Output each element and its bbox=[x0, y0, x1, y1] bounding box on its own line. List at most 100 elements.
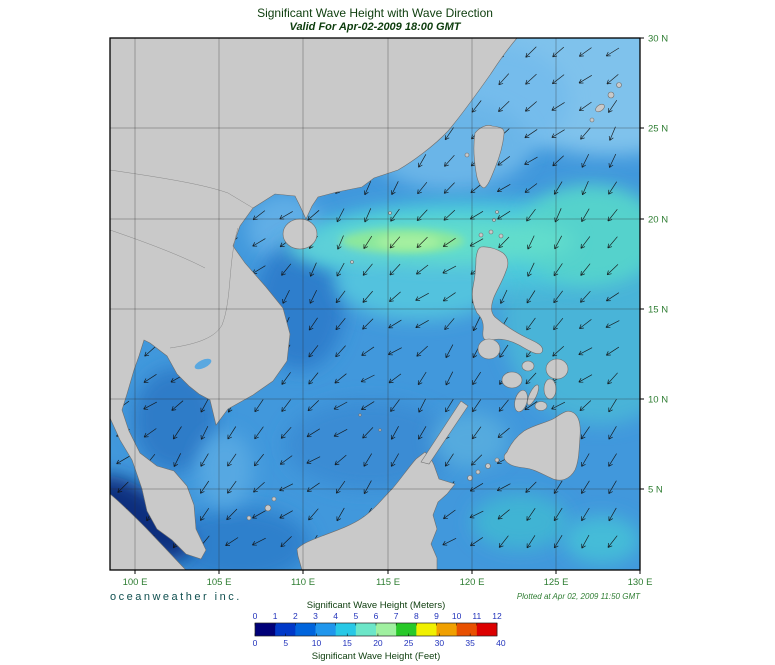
land-babuyan-island bbox=[498, 233, 504, 239]
land-spratly-island bbox=[378, 428, 382, 432]
land-cebu bbox=[527, 384, 539, 406]
landmasses bbox=[110, 38, 622, 570]
land-bohol bbox=[534, 401, 548, 411]
lon-label: 130 E bbox=[628, 577, 653, 588]
land-paracel-island bbox=[350, 260, 354, 264]
country-borders bbox=[110, 169, 254, 349]
colorbar-segment bbox=[416, 623, 437, 636]
lon-label: 125 E bbox=[544, 577, 569, 588]
land-penghu bbox=[464, 152, 470, 158]
land-sumatra bbox=[110, 493, 187, 570]
colorbar-tick-feet: 30 bbox=[435, 638, 445, 648]
land-samar bbox=[545, 358, 569, 380]
lon-label: 110 E bbox=[291, 577, 315, 588]
lat-label: 5 N bbox=[648, 485, 663, 496]
map-frame bbox=[109, 37, 641, 571]
colorbar-tick-meters: 6 bbox=[374, 611, 379, 621]
land-masbate bbox=[521, 360, 535, 372]
colorbar-tick-feet: 10 bbox=[312, 638, 322, 648]
colorbar-tick-meters: 4 bbox=[333, 611, 338, 621]
land-mainland-asia bbox=[110, 38, 518, 560]
land-negros bbox=[514, 389, 528, 413]
colorbar-tick-feet: 35 bbox=[465, 638, 475, 648]
chart-subtitle: Valid For Apr-02-2009 18:00 GMT bbox=[290, 21, 462, 33]
colorbar-segment bbox=[376, 623, 397, 636]
land-panay bbox=[501, 371, 523, 389]
lat-label: 10 N bbox=[648, 395, 668, 406]
land-taiwan bbox=[473, 125, 505, 189]
chart-title: Significant Wave Height with Wave Direct… bbox=[257, 6, 493, 20]
lon-label: 105 E bbox=[207, 577, 232, 588]
colorbar-segment bbox=[476, 623, 498, 636]
land-sulu-island bbox=[494, 457, 500, 463]
colorbar-tick-meters: 5 bbox=[353, 611, 358, 621]
land-mindoro bbox=[477, 338, 501, 360]
colorbar-tick-feet: 0 bbox=[253, 638, 258, 648]
land-babuyan-island bbox=[478, 232, 484, 238]
colorbar-segment bbox=[275, 623, 296, 636]
land-spratly-island bbox=[358, 413, 362, 417]
colorbar-segment bbox=[456, 623, 478, 636]
colorbar-segment bbox=[396, 623, 417, 636]
land-anambas bbox=[246, 515, 252, 521]
lat-label: 30 N bbox=[648, 34, 668, 45]
colorbar-tick-feet: 20 bbox=[373, 638, 383, 648]
colorbar-tick-feet: 40 bbox=[496, 638, 506, 648]
lon-label: 100 E bbox=[123, 577, 148, 588]
land-natuna bbox=[264, 504, 272, 512]
colorbar-segment bbox=[295, 623, 316, 636]
land-ryukyu-island bbox=[589, 117, 595, 123]
colorbar-tick-meters: 3 bbox=[313, 611, 318, 621]
grid-lines bbox=[110, 38, 640, 570]
colorbar-tick-meters: 1 bbox=[273, 611, 278, 621]
latitude-axis: 30 N 25 N 20 N 15 N 10 N 5 N bbox=[648, 34, 668, 496]
land-hainan bbox=[282, 218, 318, 250]
land-ryukyu-island bbox=[607, 91, 615, 99]
colorbar-segment bbox=[355, 623, 377, 636]
colorbar-title-feet: Significant Wave Height (Feet) bbox=[312, 651, 440, 662]
colorbar-segment bbox=[335, 623, 357, 636]
colorbar-tick-feet: 5 bbox=[283, 638, 288, 648]
land-sulu-island bbox=[467, 475, 473, 481]
land-sulu-island bbox=[475, 469, 481, 475]
axis-ticks bbox=[134, 37, 644, 574]
map-details bbox=[110, 169, 254, 370]
colorbar-tick-meters: 0 bbox=[253, 611, 258, 621]
colorbar-tick-meters: 12 bbox=[492, 611, 502, 621]
land-natuna bbox=[271, 496, 277, 502]
colorbar-tick-feet: 15 bbox=[342, 638, 352, 648]
oceanweather-branding: oceanweather inc. bbox=[110, 591, 242, 603]
colorbar-tick-feet: 25 bbox=[404, 638, 414, 648]
lon-label: 115 E bbox=[376, 577, 400, 588]
land-mindanao bbox=[503, 410, 581, 481]
land-leyte bbox=[543, 378, 557, 400]
land-batan-island bbox=[495, 210, 499, 214]
colorbar-tick-meters: 10 bbox=[452, 611, 462, 621]
colorbar-segment bbox=[436, 623, 458, 636]
colorbar-segment bbox=[315, 623, 337, 636]
lake-tonle-sap bbox=[194, 358, 212, 370]
colorbar-tick-meters: 11 bbox=[472, 611, 481, 621]
land-sulu-island bbox=[485, 463, 491, 469]
colorbar-title-meters: Significant Wave Height (Meters) bbox=[307, 600, 446, 611]
land-luzon bbox=[471, 246, 543, 355]
colorbar: 0 1 2 3 4 5 6 7 8 9 10 11 120 5 10 15 20 25 30 35 40 bbox=[253, 611, 506, 648]
longitude-axis: 100 E 105 E 110 E 115 E 120 E 125 E 130 E bbox=[123, 577, 653, 588]
lat-label: 15 N bbox=[648, 305, 668, 316]
land-pratas-island bbox=[388, 211, 392, 215]
plotted-timestamp: Plotted at Apr 02, 2009 11:50 GMT bbox=[517, 592, 641, 601]
land-okinawa bbox=[595, 103, 605, 113]
land-ryukyu-island bbox=[616, 82, 622, 88]
colorbar-tick-meters: 2 bbox=[293, 611, 298, 621]
colorbar-segment bbox=[255, 623, 276, 636]
colorbar-tick-meters: 7 bbox=[394, 611, 399, 621]
lat-label: 20 N bbox=[648, 215, 668, 226]
land-babuyan-island bbox=[488, 229, 494, 235]
land-palawan bbox=[420, 400, 469, 465]
colorbar-tick-meters: 9 bbox=[434, 611, 439, 621]
lat-label: 25 N bbox=[648, 124, 668, 135]
colorbar-tick-meters: 8 bbox=[414, 611, 419, 621]
lon-label: 120 E bbox=[460, 577, 485, 588]
